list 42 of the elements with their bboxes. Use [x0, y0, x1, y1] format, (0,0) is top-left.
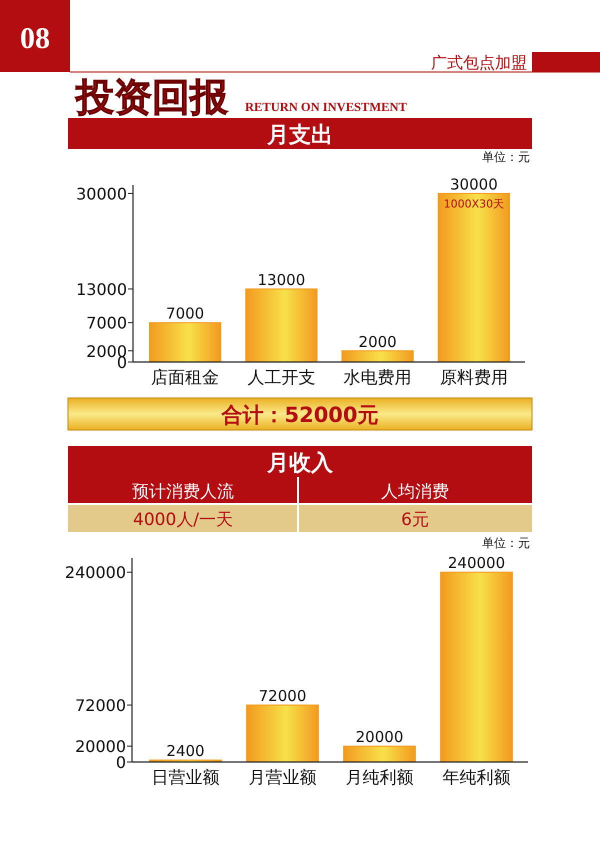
- data-label: 7000: [166, 304, 204, 323]
- data-label: 20000: [356, 728, 404, 746]
- y-tick-label: 7000: [86, 314, 127, 333]
- x-tick-label: 店面租金: [151, 368, 220, 388]
- x-tick-label: 日营业额: [152, 768, 220, 788]
- bar: [149, 322, 222, 362]
- bar: [440, 572, 513, 762]
- x-tick-label: 人工开支: [247, 368, 316, 388]
- y-tick-label: 240000: [64, 563, 126, 582]
- text: 预计消费人流: [132, 482, 234, 502]
- data-label: 2400: [166, 742, 205, 760]
- bar: [438, 192, 510, 362]
- chart-title: 月支出: [266, 123, 333, 148]
- y-tick-label: 30000: [76, 184, 127, 204]
- text: RETURN ON INVESTMENT: [245, 100, 408, 114]
- text: 单位：元: [482, 150, 530, 164]
- x-tick-label: 水电费用: [344, 368, 412, 388]
- y-tick-label: 72000: [75, 696, 126, 716]
- bar: [245, 288, 318, 362]
- x-tick-label: 原料费用: [440, 368, 508, 388]
- x-tick-label: 月纯利额: [346, 768, 414, 788]
- text: 4000人/一天: [133, 510, 233, 530]
- data-label: 72000: [258, 687, 306, 706]
- text: 投资回报: [74, 75, 229, 119]
- text: 人均消费: [381, 482, 449, 502]
- bar: [342, 350, 414, 362]
- chart-title: 月收入: [266, 451, 334, 476]
- data-label: 240000: [448, 554, 506, 572]
- text: 08: [20, 22, 50, 55]
- bar: [246, 704, 319, 762]
- bar: [343, 746, 416, 762]
- y-tick-label: 13000: [76, 280, 127, 299]
- data-label: 2000: [358, 332, 397, 351]
- data-label: 13000: [258, 270, 306, 289]
- text: 6元: [401, 510, 429, 530]
- x-tick-label: 月营业额: [248, 768, 316, 788]
- text: 单位：元: [482, 536, 530, 550]
- data-label: 30000: [450, 175, 498, 194]
- annotation: 1000X30天: [444, 197, 504, 210]
- text: 广式包点加盟: [431, 53, 527, 72]
- text: 合计：52000元: [220, 403, 379, 427]
- x-tick-label: 年纯利额: [442, 768, 510, 788]
